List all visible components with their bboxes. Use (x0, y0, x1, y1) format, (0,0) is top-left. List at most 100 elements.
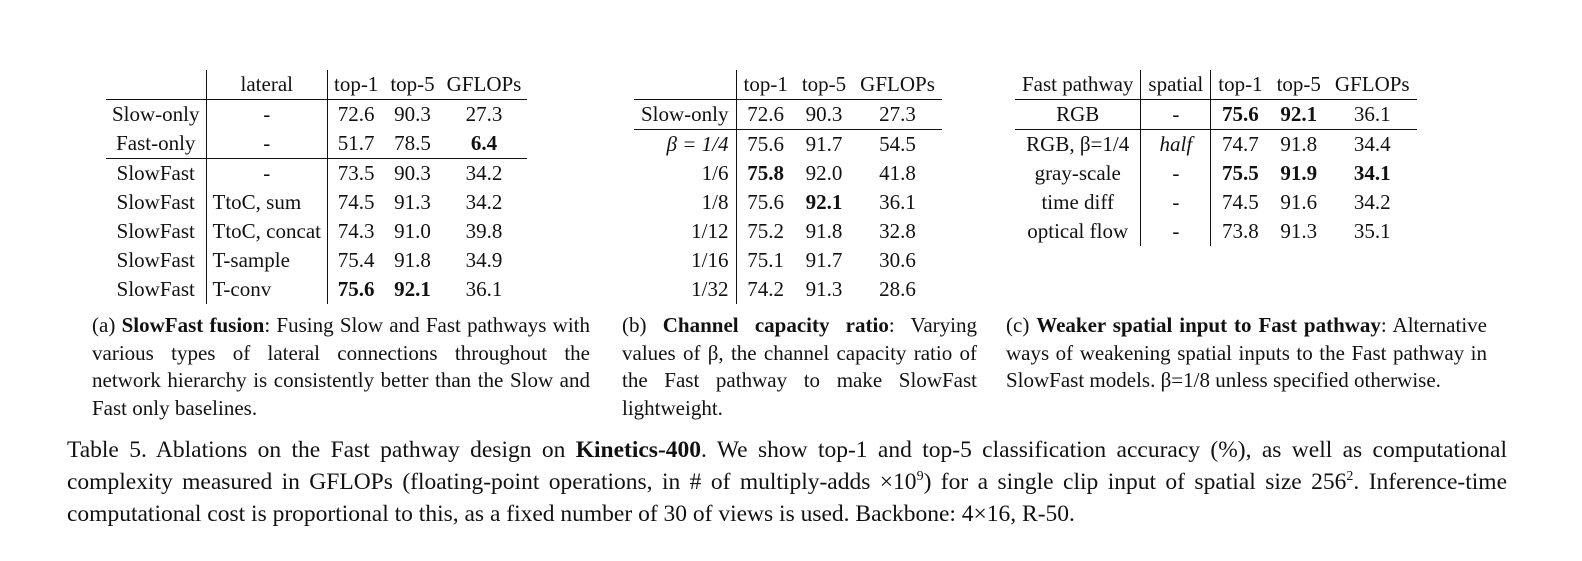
setting-cell: Slow-only (634, 99, 737, 130)
model-cell: SlowFast (106, 188, 207, 217)
table-slowfast-fusion: lateral top-1 top-5 GFLOPs Slow-only - 7… (106, 70, 528, 304)
model-cell: SlowFast (106, 217, 207, 246)
top1-cell: 74.3 (337, 219, 375, 243)
gflops-cell: 34.4 (1353, 132, 1391, 156)
top5-cell-best: 92.1 (394, 277, 431, 301)
main-caption-part1: . We show top-1 and top-5 classification… (67, 437, 1507, 495)
table-b-caption-label: (b) (622, 313, 647, 337)
table-c-header-spatial: spatial (1140, 70, 1212, 100)
input-cell: time diff (1015, 188, 1142, 217)
table-channel-capacity: top-1 top-5 GFLOPs Slow-only 72.6 90.3 2… (634, 70, 942, 304)
setting-cell: β = 1/4 (666, 132, 729, 156)
gflops-cell: 36.1 (1327, 99, 1417, 130)
table-c-caption-label: (c) (1006, 313, 1030, 337)
setting-cell: 1/12 (634, 217, 737, 246)
table-c-caption: (c) Weaker spatial input to Fast pathway… (1006, 312, 1487, 395)
gflops-cell-best: 6.4 (470, 131, 498, 155)
table-row: time diff - 74.5 91.6 34.2 (1015, 188, 1417, 217)
model-cell: SlowFast (106, 275, 207, 304)
top5-cell: 90.3 (394, 102, 431, 126)
table-row: 1/32 74.2 91.3 28.6 (634, 275, 942, 304)
top1-cell-best: 75.6 (1222, 102, 1259, 126)
table-row: SlowFast T-sample 75.4 91.8 34.9 (106, 246, 527, 275)
top5-cell: 92.0 (805, 161, 843, 185)
top1-cell: 75.6 (747, 132, 785, 156)
top1-cell-best: 75.6 (337, 277, 375, 301)
table-b-caption-title: Channel capacity ratio (662, 313, 889, 337)
table-row: RGB, β=1/4 half 74.7 91.8 34.4 (1015, 129, 1417, 159)
model-cell: Slow-only (106, 99, 207, 129)
top5-cell: 91.3 (394, 190, 431, 214)
table-c-caption-text: : Alternative ways of weakening spatial … (1006, 313, 1487, 392)
gflops-cell: 36.1 (879, 190, 916, 214)
table-a-header-model (106, 70, 207, 100)
spatial-cell: half (1159, 132, 1193, 156)
top5-cell: 91.0 (394, 219, 431, 243)
spatial-cell: - (1140, 159, 1212, 188)
table-a-header-row: lateral top-1 top-5 GFLOPs (106, 70, 528, 100)
table-a-header-top1: top-1 (327, 70, 385, 100)
lateral-cell: - (206, 129, 328, 159)
top5-cell: 91.7 (805, 132, 843, 156)
table-row: SlowFast T-conv 75.6 92.1 36.1 (106, 275, 527, 304)
table-c-caption-title: Weaker spatial input to Fast pathway (1036, 313, 1381, 337)
table-row: SlowFast - 73.5 90.3 34.2 (106, 158, 527, 188)
top1-cell: 75.2 (747, 219, 785, 243)
lateral-cell: - (206, 99, 328, 129)
lateral-cell: - (206, 158, 328, 188)
table-a-header-gflops: GFLOPs (440, 70, 528, 100)
top1-cell: 72.6 (337, 102, 375, 126)
input-cell: RGB, β=1/4 (1015, 129, 1142, 159)
lateral-cell: TtoC, sum (206, 188, 328, 217)
lateral-cell: TtoC, concat (206, 217, 328, 246)
table-row: β = 1/4 75.6 91.7 54.5 (634, 129, 942, 159)
table-b-header-row: top-1 top-5 GFLOPs (634, 70, 942, 100)
table-a-header-top5: top-5 (384, 70, 441, 100)
table-a-caption-title: SlowFast fusion (121, 313, 265, 337)
table-row: SlowFast TtoC, concat 74.3 91.0 39.8 (106, 217, 527, 246)
setting-cell: 1/6 (634, 159, 737, 188)
table-row: RGB - 75.6 92.1 36.1 (1015, 99, 1417, 130)
top5-cell-best: 91.9 (1280, 161, 1318, 185)
table-weaker-spatial-input: Fast pathway spatial top-1 top-5 GFLOPs … (1015, 70, 1417, 246)
table-c-header-top1: top-1 (1210, 70, 1270, 100)
model-cell: SlowFast (106, 158, 207, 188)
top5-cell: 91.3 (1280, 219, 1318, 243)
gflops-cell: 39.8 (465, 219, 503, 243)
top1-cell: 72.6 (736, 99, 795, 130)
table-row: gray-scale - 75.5 91.9 34.1 (1015, 159, 1417, 188)
table-row: 1/16 75.1 91.7 30.6 (634, 246, 942, 275)
main-caption-exponent-9: 9 (916, 469, 924, 485)
gflops-cell: 27.3 (465, 102, 503, 126)
spatial-cell: - (1140, 217, 1212, 246)
main-caption-prefix: Table 5. Ablations on the Fast pathway d… (67, 437, 576, 463)
gflops-cell: 34.2 (465, 190, 503, 214)
gflops-cell: 34.9 (465, 248, 503, 272)
gflops-cell: 32.8 (879, 219, 916, 243)
setting-cell: 1/8 (634, 188, 737, 217)
top1-cell: 74.5 (1222, 190, 1259, 214)
table-row: 1/8 75.6 92.1 36.1 (634, 188, 942, 217)
gflops-cell-best: 34.1 (1353, 161, 1391, 185)
gflops-cell: 41.8 (879, 161, 916, 185)
table-c-header-row: Fast pathway spatial top-1 top-5 GFLOPs (1015, 70, 1417, 100)
top1-cell: 74.5 (337, 190, 375, 214)
top5-cell: 90.3 (394, 161, 431, 185)
model-cell: SlowFast (106, 246, 207, 275)
top5-cell: 91.3 (805, 277, 843, 301)
table-c-header-top5: top-5 (1269, 70, 1328, 100)
top5-cell: 91.8 (805, 219, 843, 243)
table-b-caption-text: : Varying values of β, the channel capac… (622, 313, 978, 420)
main-caption-dataset: Kinetics-400 (575, 437, 702, 463)
top5-cell-best: 92.1 (805, 190, 843, 214)
top1-cell: 75.6 (747, 190, 785, 214)
top1-cell: 75.1 (747, 248, 785, 272)
top1-cell: 51.7 (327, 129, 385, 159)
setting-cell: 1/32 (634, 275, 737, 304)
main-caption-exponent-2: 2 (1346, 469, 1354, 485)
top1-cell: 73.5 (337, 161, 375, 185)
setting-cell: 1/16 (634, 246, 737, 275)
gflops-cell: 36.1 (465, 277, 503, 301)
table-b-header-gflops: GFLOPs (853, 70, 942, 100)
table-b-header-setting (634, 70, 737, 100)
